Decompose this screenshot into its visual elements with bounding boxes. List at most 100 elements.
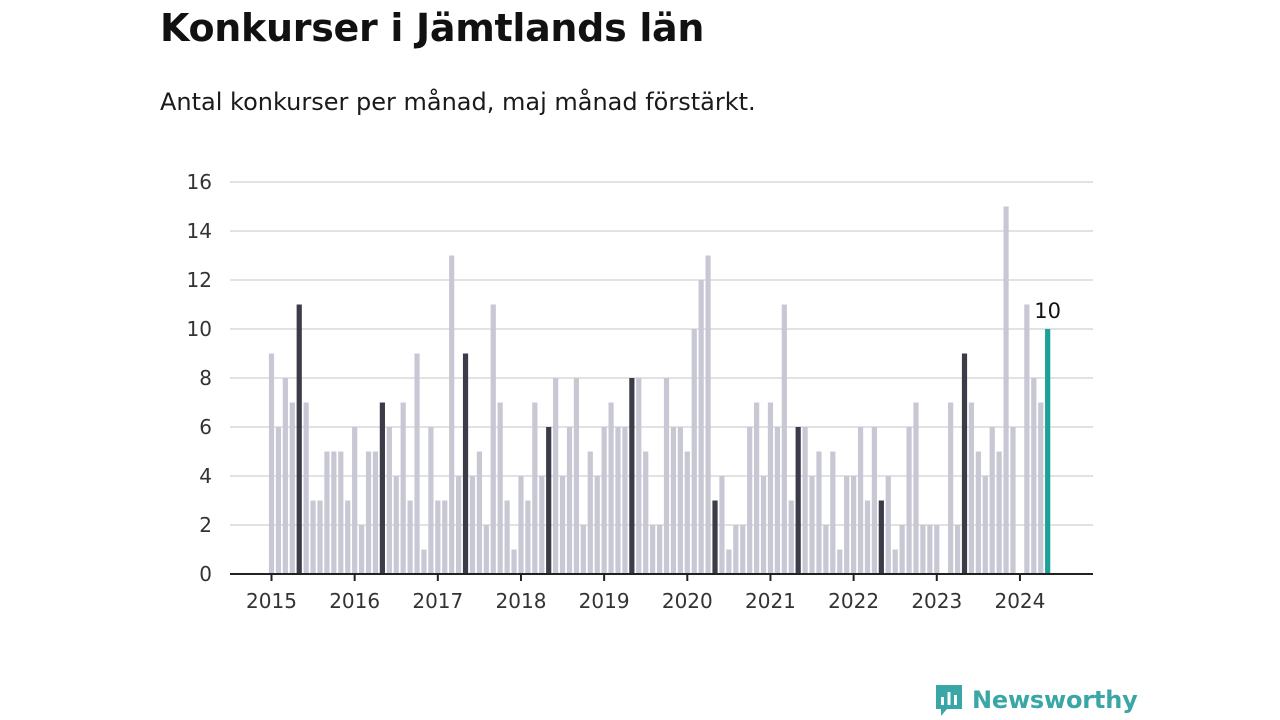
- bar: [594, 476, 600, 574]
- y-tick-label: 4: [199, 464, 212, 488]
- bar: [275, 427, 282, 574]
- bar: [878, 500, 884, 574]
- bar: [712, 500, 718, 574]
- bar: [733, 525, 739, 574]
- bar: [954, 525, 961, 574]
- bar: [1024, 304, 1030, 574]
- bar: [885, 476, 891, 574]
- bar: [989, 427, 995, 574]
- y-tick-label: 14: [187, 219, 212, 243]
- bar: [636, 378, 642, 574]
- x-tick-label: 2023: [911, 589, 962, 613]
- bar: [857, 427, 864, 574]
- y-tick-label: 8: [199, 366, 212, 390]
- y-tick-label: 10: [187, 317, 212, 341]
- bar: [393, 476, 399, 574]
- bar: [615, 427, 621, 574]
- bar: [539, 476, 545, 574]
- bar: [497, 402, 503, 574]
- bar: [767, 402, 774, 574]
- bar: [920, 525, 926, 574]
- bar: [345, 500, 351, 574]
- bar: [400, 402, 406, 574]
- y-tick-label: 12: [187, 268, 212, 292]
- bar: [927, 525, 933, 574]
- bar: [740, 525, 746, 574]
- bar: [719, 476, 725, 574]
- brand: Newsworthy: [934, 683, 1138, 717]
- bar: [428, 427, 434, 574]
- bar: [282, 378, 288, 574]
- bar: [809, 476, 815, 574]
- bar: [677, 427, 683, 574]
- x-tick-label: 2019: [579, 589, 630, 613]
- bar: [476, 451, 482, 574]
- bar-chart: 0 2 4 6 8 10 12 14 16 10 2015 2016 2017 2018 2019 2020 2…: [187, 170, 1093, 613]
- bar: [726, 549, 732, 574]
- bar: [435, 500, 441, 574]
- x-tick-label: 2016: [329, 589, 380, 613]
- x-tick-label: 2024: [994, 589, 1045, 613]
- y-tick-label: 16: [187, 170, 212, 194]
- bar: [365, 451, 372, 574]
- bar: [407, 500, 413, 574]
- bar: [289, 402, 295, 574]
- bar: [442, 500, 448, 574]
- bar: [1045, 329, 1051, 574]
- bar: [1038, 402, 1044, 574]
- x-tick-label: 2015: [246, 589, 297, 613]
- bar: [913, 402, 919, 574]
- x-tick-label: 2022: [828, 589, 879, 613]
- y-tick-label: 2: [199, 513, 212, 537]
- bar: [670, 427, 677, 574]
- bar: [580, 525, 586, 574]
- bar: [871, 427, 878, 574]
- bar: [760, 476, 767, 574]
- bar: [795, 427, 801, 574]
- x-tick-label: 2018: [496, 589, 547, 613]
- x-tick-label: 2021: [745, 589, 796, 613]
- bar: [691, 329, 697, 574]
- x-tick-label: 2017: [412, 589, 463, 613]
- bar: [490, 304, 496, 574]
- bar: [684, 451, 690, 574]
- bar: [982, 476, 988, 574]
- bar: [421, 549, 427, 574]
- bar: [968, 402, 975, 574]
- bar: [358, 525, 365, 574]
- bar: [816, 451, 822, 574]
- bar: [643, 451, 649, 574]
- bar: [754, 402, 760, 574]
- bar: [546, 427, 552, 574]
- bar: [469, 476, 476, 574]
- bar: [934, 525, 940, 574]
- newsworthy-logo-icon: [936, 685, 962, 716]
- bar: [788, 500, 794, 574]
- bar: [331, 451, 337, 574]
- bar: [449, 255, 455, 574]
- bar: [948, 402, 954, 574]
- bar: [573, 378, 580, 574]
- bar: [338, 451, 344, 574]
- bar: [462, 353, 469, 574]
- bar: [456, 476, 462, 574]
- bar: [608, 402, 614, 574]
- bar: [774, 427, 780, 574]
- bar: [830, 451, 836, 574]
- bar: [483, 525, 489, 574]
- bar: [372, 451, 379, 574]
- bar: [781, 304, 787, 574]
- brand-name: Newsworthy: [972, 686, 1138, 714]
- bar: [1003, 206, 1009, 574]
- bar: [532, 402, 538, 574]
- bar: [559, 476, 566, 574]
- bar: [802, 427, 808, 574]
- chart-title: Konkurser i Jämtlands län: [160, 6, 705, 50]
- bar: [844, 476, 850, 574]
- bar: [823, 525, 829, 574]
- bar: [587, 451, 593, 574]
- bar: [296, 304, 302, 574]
- x-tick-label: 2020: [662, 589, 713, 613]
- bar: [629, 378, 635, 574]
- bar: [698, 280, 704, 574]
